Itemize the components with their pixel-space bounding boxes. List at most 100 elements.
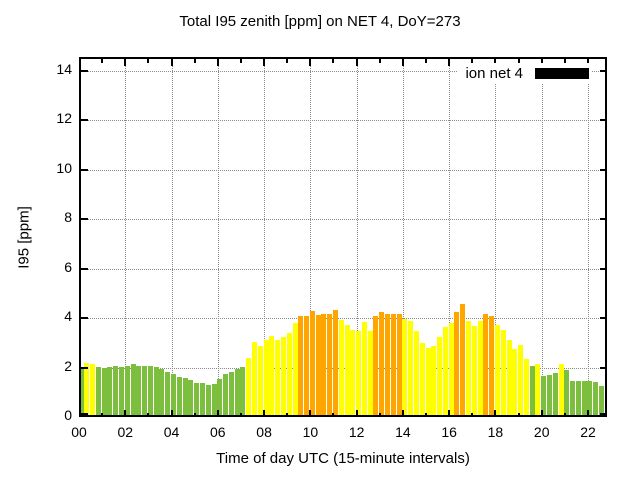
x-gridline — [264, 59, 266, 415]
x-tick — [540, 410, 543, 415]
chart-bar — [419, 343, 425, 415]
y-tick-label: 14 — [56, 60, 72, 77]
y-tick-right — [600, 317, 605, 320]
x-tick — [425, 413, 428, 415]
x-tick-top — [355, 59, 358, 66]
y-tick-label: 6 — [64, 258, 72, 275]
y-tick — [81, 413, 88, 415]
chart-bar — [431, 345, 437, 415]
x-tick — [286, 413, 289, 415]
x-tick — [309, 410, 312, 415]
chart-bar — [280, 337, 286, 415]
y-tick-right — [600, 218, 605, 221]
y-tick-right — [600, 119, 605, 122]
x-tick — [378, 413, 381, 415]
x-tick — [586, 410, 589, 415]
chart-bar — [118, 366, 124, 415]
chart-bar — [257, 345, 263, 415]
chart-bar — [512, 349, 518, 415]
chart-bar — [489, 316, 495, 415]
chart-bar — [321, 313, 327, 415]
chart-bar — [535, 363, 541, 415]
chart-bar — [599, 385, 605, 415]
chart-title: Total I95 zenith [ppm] on NET 4, DoY=273 — [179, 13, 461, 30]
x-tick-top — [471, 59, 474, 63]
y-gridline — [81, 318, 605, 320]
chart-bar — [575, 381, 581, 415]
chart-bar — [593, 382, 599, 415]
chart-bar — [367, 330, 373, 415]
chart-bar — [176, 376, 182, 415]
chart-bar — [171, 374, 177, 415]
chart-bar — [165, 371, 171, 415]
chart-bar — [211, 384, 217, 415]
y-tick-right — [600, 168, 605, 171]
chart-bar — [396, 313, 402, 415]
x-tick-label: 14 — [395, 424, 411, 440]
chart-bar — [402, 318, 408, 415]
y-tick-right — [600, 366, 605, 369]
chart-bar — [147, 365, 153, 415]
x-gridline — [587, 59, 589, 415]
chart-bar — [408, 321, 414, 415]
chart-bar — [252, 342, 258, 415]
chart-bar — [228, 371, 234, 415]
x-tick — [124, 410, 127, 415]
x-tick-top — [378, 59, 381, 63]
y-tick-right — [600, 267, 605, 270]
y-tick-label: 4 — [64, 308, 72, 325]
chart-bar — [95, 366, 101, 415]
x-tick-label: 12 — [348, 424, 365, 440]
chart-bar — [466, 321, 472, 415]
chart-bar — [107, 366, 113, 415]
x-tick-top — [448, 59, 451, 66]
y-tick-label: 8 — [64, 209, 72, 226]
x-gridline — [310, 59, 312, 415]
x-tick-top — [401, 59, 404, 66]
chart-bar — [541, 376, 547, 415]
chart-bar — [223, 374, 229, 415]
chart-bar — [483, 313, 489, 415]
x-gridline — [541, 59, 543, 415]
x-tick-top — [216, 59, 219, 66]
chart-bar — [448, 323, 454, 415]
x-tick-top — [193, 59, 196, 63]
chart-bar — [518, 344, 524, 415]
x-tick-label: 22 — [580, 424, 596, 440]
x-axis-title: Time of day UTC (15-minute intervals) — [216, 450, 470, 467]
x-tick-top — [263, 59, 266, 66]
x-gridline — [402, 59, 404, 415]
y-gridline — [81, 268, 605, 270]
chart-bar — [309, 311, 315, 415]
x-tick-top — [124, 59, 127, 66]
x-tick — [471, 413, 474, 415]
chart-bar — [199, 383, 205, 415]
chart-bar — [315, 314, 321, 415]
x-tick-top — [425, 59, 428, 63]
chart-bar — [356, 330, 362, 415]
x-tick-label: 00 — [71, 424, 87, 440]
x-tick-label: 06 — [210, 424, 226, 440]
y-tick-label: 10 — [56, 159, 72, 176]
x-tick — [101, 413, 104, 415]
y-tick — [81, 317, 88, 320]
chart-bar — [188, 380, 194, 415]
x-tick-top — [332, 59, 335, 63]
chart-bar — [437, 337, 443, 415]
x-tick-label: 20 — [533, 424, 550, 440]
x-tick-top — [147, 59, 150, 63]
chart-bar — [234, 369, 240, 415]
chart-bar — [413, 330, 419, 415]
chart-bar — [81, 369, 84, 415]
chart-bar — [581, 380, 587, 415]
legend-swatch-icon — [535, 68, 589, 79]
x-tick-label: 16 — [441, 424, 457, 440]
chart-bar — [136, 365, 142, 415]
x-tick — [170, 410, 173, 415]
chart-bar — [350, 329, 356, 415]
chart-bar — [286, 333, 292, 415]
chart-bar — [194, 382, 200, 415]
x-tick-label: 08 — [256, 424, 272, 440]
chart-bar — [298, 316, 304, 415]
